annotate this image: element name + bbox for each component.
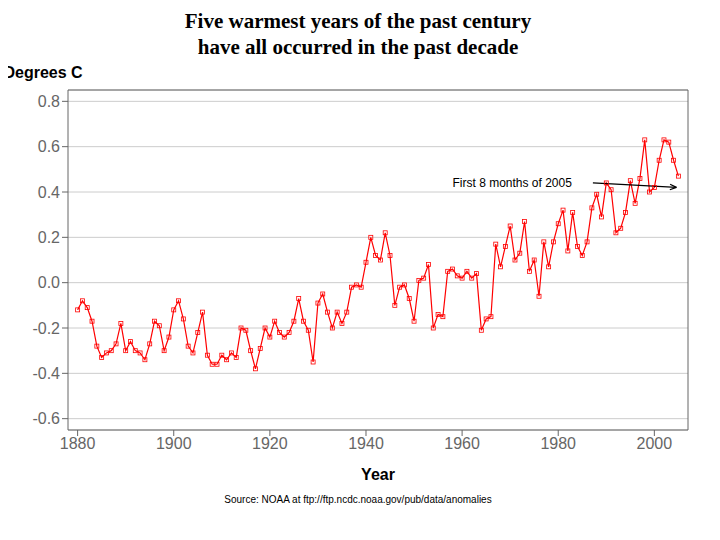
svg-text:-0.4: -0.4 bbox=[32, 365, 60, 382]
html-text:Five warmest years of the past: Five warmest years of the past century bbox=[184, 9, 532, 33]
svg-text:-0.6: -0.6 bbox=[32, 410, 60, 427]
svg-text:1900: 1900 bbox=[156, 435, 192, 452]
svg-text:-0.2: -0.2 bbox=[32, 320, 60, 337]
svg-text:Year: Year bbox=[361, 466, 395, 483]
svg-text:Degrees C: Degrees C bbox=[8, 64, 83, 81]
svg-text:0.6: 0.6 bbox=[38, 138, 60, 155]
svg-text:1960: 1960 bbox=[444, 435, 480, 452]
svg-text:0.8: 0.8 bbox=[38, 93, 60, 110]
svg-text:2000: 2000 bbox=[637, 435, 673, 452]
svg-text:0.0: 0.0 bbox=[38, 274, 60, 291]
html-text:Source: NOAA at ftp://ftp.ncdc: Source: NOAA at ftp://ftp.ncdc.noaa.gov/… bbox=[224, 494, 492, 505]
svg-text:1980: 1980 bbox=[540, 435, 576, 452]
svg-text:1940: 1940 bbox=[348, 435, 384, 452]
svg-text:0.2: 0.2 bbox=[38, 229, 60, 246]
svg-text:First 8 months of 2005: First 8 months of 2005 bbox=[452, 176, 572, 190]
svg-text:1920: 1920 bbox=[252, 435, 288, 452]
svg-text:1880: 1880 bbox=[60, 435, 96, 452]
svg-text:0.4: 0.4 bbox=[38, 184, 60, 201]
html-text:have all occurred in the past: have all occurred in the past decade bbox=[197, 35, 519, 59]
